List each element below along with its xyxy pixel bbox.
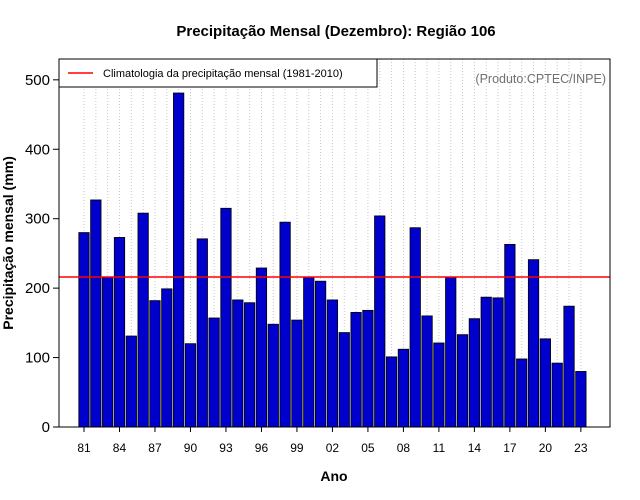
bar-87 [149,300,161,428]
bar-96 [255,267,268,428]
bar-85 [125,335,137,428]
x-tick-label: 81 [77,441,91,455]
bar-23 [575,371,587,428]
x-tick-label: 99 [290,441,304,455]
x-axis: 81 84 87 90 93 96 99 02 05 08 11 14 17 20 23 [77,426,588,455]
x-tick-label: 02 [326,441,340,455]
bar-16 [492,297,504,428]
x-axis-label: Ano [320,468,347,484]
x-tick-label: 17 [503,441,517,455]
credit-text: (Produto:CPTEC/INPE) [475,72,606,86]
bar-04 [350,312,362,428]
bar-00 [303,276,315,428]
bar-13 [456,334,469,428]
bar-98 [279,221,291,428]
x-tick-label: 96 [255,441,269,455]
legend-box [58,58,378,88]
bar-06 [374,215,386,428]
bar-82 [90,199,102,428]
y-axis: 0 100 200 300 400 500 [25,72,59,436]
bar-15 [480,296,492,428]
bar-97 [267,323,279,428]
bar-20 [539,338,551,428]
bar-88 [161,288,173,428]
bar-18 [516,358,528,428]
y-axis-label: Precipitação mensal (mm) [0,156,16,330]
bar-92 [208,317,220,428]
y-tick-label: 0 [42,419,50,436]
bar-07 [385,356,398,428]
y-tick-label: 500 [25,72,50,89]
bar-81 [78,232,90,428]
x-tick-label: 08 [397,441,411,455]
bar-08 [397,348,410,428]
bar-21 [551,362,563,428]
x-tick-label: 11 [433,441,446,455]
legend: Climatologia da precipitação mensal (198… [58,58,378,88]
bar-02 [326,299,339,428]
bar-09 [409,227,421,428]
bar-95 [244,302,256,428]
bar-12 [445,276,457,428]
bar-05 [362,309,374,428]
bar-17 [504,243,516,428]
bar-83 [102,276,114,428]
bar-22 [563,305,575,428]
chart-title: Precipitação Mensal (Dezembro): Região 1… [176,23,495,40]
bar-84 [113,237,126,428]
y-tick-label: 300 [25,211,50,228]
x-tick-label: 14 [468,441,482,455]
x-tick-label: 20 [539,441,553,455]
y-tick-label: 100 [25,350,50,367]
bar-93 [220,207,232,428]
x-tick-label: 23 [574,441,588,455]
bar-89 [173,92,185,428]
bar-03 [338,332,350,428]
y-tick-label: 200 [25,280,50,297]
bar-10 [421,315,433,428]
legend-label: Climatologia da precipitação mensal (198… [103,68,343,80]
x-tick-label: 87 [148,441,162,455]
y-tick-label: 400 [25,141,50,158]
bar-99 [291,319,303,428]
bars [78,92,587,428]
x-tick-label: 93 [219,441,233,455]
bar-14 [468,318,480,428]
bar-86 [137,212,149,428]
bar-91 [196,238,208,428]
bar-01 [314,280,327,428]
x-tick-label: 84 [113,441,127,455]
bar-19 [527,259,540,428]
x-tick-label: 90 [184,441,198,455]
bar-11 [433,342,445,428]
x-tick-label: 05 [361,441,375,455]
bar-94 [232,299,244,428]
bar-90 [184,343,197,428]
